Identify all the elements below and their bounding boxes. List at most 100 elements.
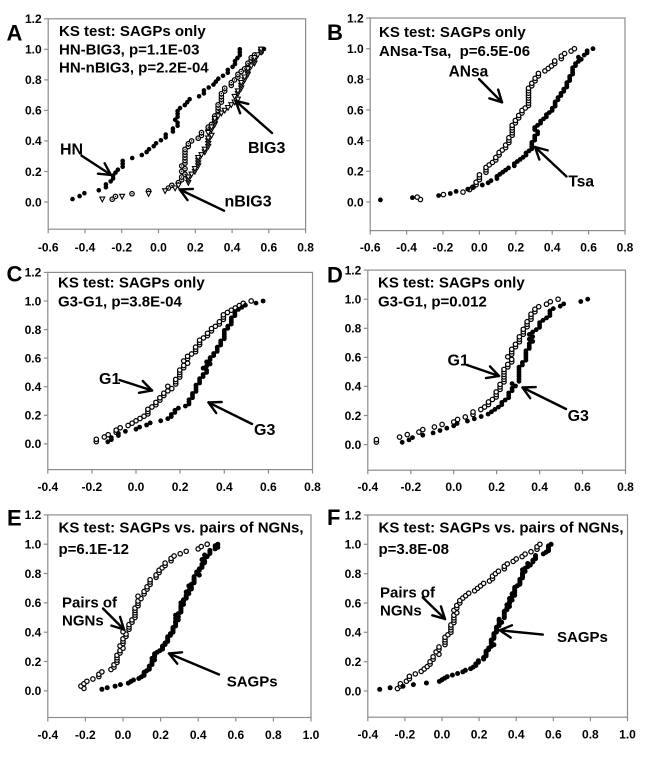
- svg-text:1.2: 1.2: [25, 266, 42, 280]
- svg-text:C: C: [7, 262, 23, 287]
- svg-text:0.2: 0.2: [345, 409, 362, 423]
- svg-text:0.6: 0.6: [25, 351, 42, 365]
- svg-text:-0.4: -0.4: [75, 241, 96, 255]
- svg-text:KS test: SAGPs vs. pairs of NG: KS test: SAGPs vs. pairs of NGNs,: [59, 519, 304, 536]
- svg-text:Pairs of: Pairs of: [62, 594, 118, 611]
- svg-text:G3: G3: [254, 422, 275, 439]
- svg-text:0.0: 0.0: [25, 684, 42, 698]
- svg-text:0.0: 0.0: [445, 480, 462, 494]
- svg-text:0.8: 0.8: [25, 567, 42, 581]
- svg-text:KS test: SAGPs vs. pairs of NG: KS test: SAGPs vs. pairs of NGNs,: [379, 519, 624, 536]
- svg-text:0.2: 0.2: [25, 409, 42, 423]
- svg-text:-0.2: -0.2: [433, 241, 454, 255]
- svg-text:ANsa-Tsa, p=6.5E-06: ANsa-Tsa, p=6.5E-06: [379, 43, 530, 60]
- svg-text:F: F: [327, 505, 340, 530]
- svg-text:0.8: 0.8: [345, 322, 362, 336]
- svg-text:0.4: 0.4: [25, 134, 42, 148]
- svg-text:1.2: 1.2: [25, 12, 42, 26]
- svg-text:0.8: 0.8: [297, 241, 314, 255]
- svg-text:0.4: 0.4: [25, 626, 42, 640]
- svg-text:BIG3: BIG3: [248, 140, 285, 157]
- svg-text:1.0: 1.0: [619, 728, 636, 742]
- svg-text:-0.6: -0.6: [360, 241, 381, 255]
- svg-text:0.4: 0.4: [190, 728, 207, 742]
- svg-text:1.0: 1.0: [25, 294, 42, 308]
- svg-text:0.8: 0.8: [617, 241, 634, 255]
- svg-text:0.0: 0.0: [150, 241, 167, 255]
- svg-text:0.6: 0.6: [580, 241, 597, 255]
- svg-text:0.6: 0.6: [260, 241, 277, 255]
- svg-text:A: A: [7, 20, 23, 45]
- svg-text:-0.4: -0.4: [357, 728, 378, 742]
- svg-text:0.6: 0.6: [545, 728, 562, 742]
- svg-text:0.2: 0.2: [152, 728, 169, 742]
- svg-text:0.0: 0.0: [345, 684, 362, 698]
- svg-text:G3: G3: [568, 408, 589, 425]
- svg-text:1.2: 1.2: [345, 263, 362, 277]
- svg-text:Tsa: Tsa: [568, 174, 594, 191]
- svg-text:0.2: 0.2: [488, 480, 505, 494]
- svg-text:HN-BIG3, p=1.1E-03: HN-BIG3, p=1.1E-03: [59, 41, 199, 58]
- svg-text:Pairs of: Pairs of: [380, 584, 436, 601]
- svg-text:KS test: SAGPs only: KS test: SAGPs only: [59, 23, 206, 40]
- svg-text:p=3.8E-08: p=3.8E-08: [379, 541, 449, 558]
- svg-text:0.8: 0.8: [265, 728, 282, 742]
- svg-text:0.4: 0.4: [345, 626, 362, 640]
- svg-text:1.0: 1.0: [345, 293, 362, 307]
- svg-text:0.0: 0.0: [25, 195, 42, 209]
- svg-text:-0.4: -0.4: [396, 241, 417, 255]
- svg-text:0.0: 0.0: [347, 195, 364, 209]
- svg-text:NGNs: NGNs: [380, 603, 422, 620]
- svg-text:NGNs: NGNs: [62, 613, 104, 630]
- svg-text:0.0: 0.0: [115, 728, 132, 742]
- svg-text:0.0: 0.0: [471, 241, 488, 255]
- svg-text:0.2: 0.2: [187, 241, 204, 255]
- svg-text:0.2: 0.2: [25, 655, 42, 669]
- svg-text:-0.2: -0.2: [400, 480, 421, 494]
- svg-text:-0.4: -0.4: [37, 728, 58, 742]
- svg-text:HN-nBIG3, p=2.2E-04: HN-nBIG3, p=2.2E-04: [59, 60, 209, 77]
- svg-text:-0.2: -0.2: [82, 480, 103, 494]
- svg-text:-0.6: -0.6: [38, 241, 59, 255]
- svg-text:G3-G1, p=0.012: G3-G1, p=0.012: [378, 294, 487, 311]
- svg-text:0.2: 0.2: [507, 241, 524, 255]
- svg-text:1.0: 1.0: [347, 42, 364, 56]
- svg-text:0.2: 0.2: [471, 728, 488, 742]
- svg-text:G1: G1: [448, 353, 469, 370]
- svg-text:0.2: 0.2: [347, 165, 364, 179]
- svg-text:0.4: 0.4: [25, 380, 42, 394]
- svg-text:G3-G1, p=3.8E-04: G3-G1, p=3.8E-04: [58, 294, 182, 311]
- svg-text:1.0: 1.0: [303, 728, 320, 742]
- svg-text:KS test: SAGPs only: KS test: SAGPs only: [379, 24, 526, 41]
- svg-text:-0.2: -0.2: [395, 728, 416, 742]
- svg-text:0.6: 0.6: [345, 596, 362, 610]
- svg-text:0.4: 0.4: [345, 380, 362, 394]
- svg-text:0.4: 0.4: [216, 480, 233, 494]
- svg-text:0.4: 0.4: [531, 480, 548, 494]
- svg-text:0.8: 0.8: [347, 73, 364, 87]
- svg-text:ANsa: ANsa: [449, 64, 489, 81]
- svg-text:1.0: 1.0: [25, 43, 42, 57]
- svg-text:1.0: 1.0: [25, 538, 42, 552]
- svg-text:0.4: 0.4: [347, 134, 364, 148]
- svg-text:-0.4: -0.4: [357, 480, 378, 494]
- svg-text:0.8: 0.8: [304, 480, 321, 494]
- svg-text:nBIG3: nBIG3: [225, 194, 272, 211]
- svg-text:-0.2: -0.2: [111, 241, 132, 255]
- svg-text:KS test: SAGPs only: KS test: SAGPs only: [378, 275, 525, 292]
- svg-text:HN: HN: [60, 142, 83, 159]
- svg-text:0.6: 0.6: [574, 480, 591, 494]
- svg-text:0.6: 0.6: [227, 728, 244, 742]
- svg-text:G1: G1: [99, 371, 120, 388]
- svg-text:0.8: 0.8: [582, 728, 599, 742]
- svg-text:0.0: 0.0: [128, 480, 145, 494]
- svg-text:1.0: 1.0: [345, 538, 362, 552]
- svg-text:0.2: 0.2: [172, 480, 189, 494]
- svg-text:0.2: 0.2: [25, 165, 42, 179]
- svg-text:D: D: [327, 263, 343, 288]
- svg-text:0.4: 0.4: [508, 728, 525, 742]
- svg-text:-0.4: -0.4: [37, 480, 58, 494]
- svg-text:0.0: 0.0: [345, 438, 362, 452]
- svg-text:0.8: 0.8: [345, 567, 362, 581]
- svg-text:SAGPs: SAGPs: [227, 674, 278, 691]
